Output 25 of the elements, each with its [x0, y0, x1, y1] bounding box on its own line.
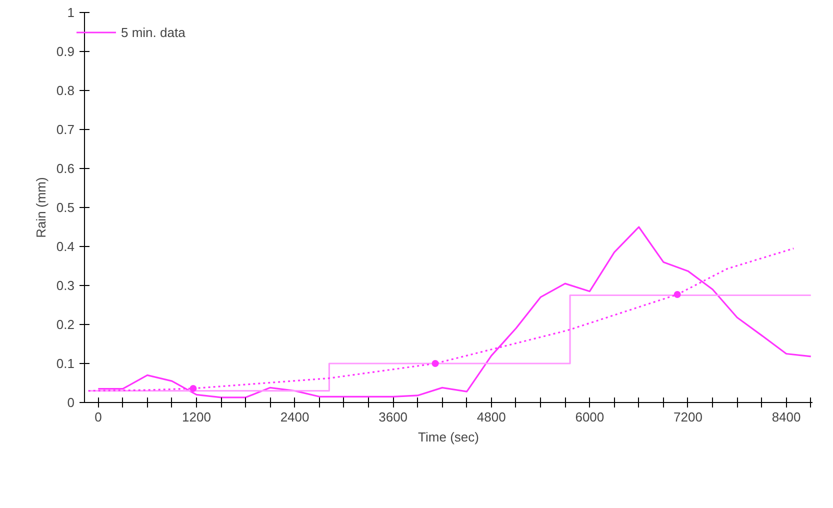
- point: [432, 360, 439, 367]
- x-tick-label: 8400: [772, 410, 801, 424]
- x-tick-label: 4800: [476, 410, 506, 424]
- y-tick-label: 0.2: [56, 317, 75, 332]
- y-tick-label: 1: [67, 5, 75, 20]
- y-tick-label: 0.6: [56, 161, 75, 176]
- x-axis-title: Time (sec): [418, 430, 479, 444]
- y-tick-label: 0: [67, 395, 75, 410]
- x-tick-label: 1200: [182, 410, 211, 424]
- x-tick-label: 7200: [674, 410, 702, 424]
- x-tick-label: 2400: [280, 410, 310, 424]
- legend-label: 5 min. data: [121, 24, 186, 40]
- y-tick-label: 0.4: [56, 239, 75, 254]
- point: [190, 384, 197, 392]
- x-tick-label: 3600: [378, 410, 408, 424]
- y-tick-label: 0.3: [56, 278, 75, 293]
- y-tick-label: 0.8: [56, 83, 75, 98]
- y-tick-label: 0.7: [56, 122, 75, 137]
- y-tick-label: 0.9: [56, 44, 75, 59]
- y-axis-title: Rain (mm): [33, 177, 48, 238]
- x-tick-label: 6000: [575, 410, 604, 424]
- y-tick-label: 0.5: [56, 200, 75, 215]
- point: [674, 290, 681, 298]
- x-tick-label: 0: [94, 410, 102, 424]
- y-tick-label: 0.1: [56, 356, 75, 371]
